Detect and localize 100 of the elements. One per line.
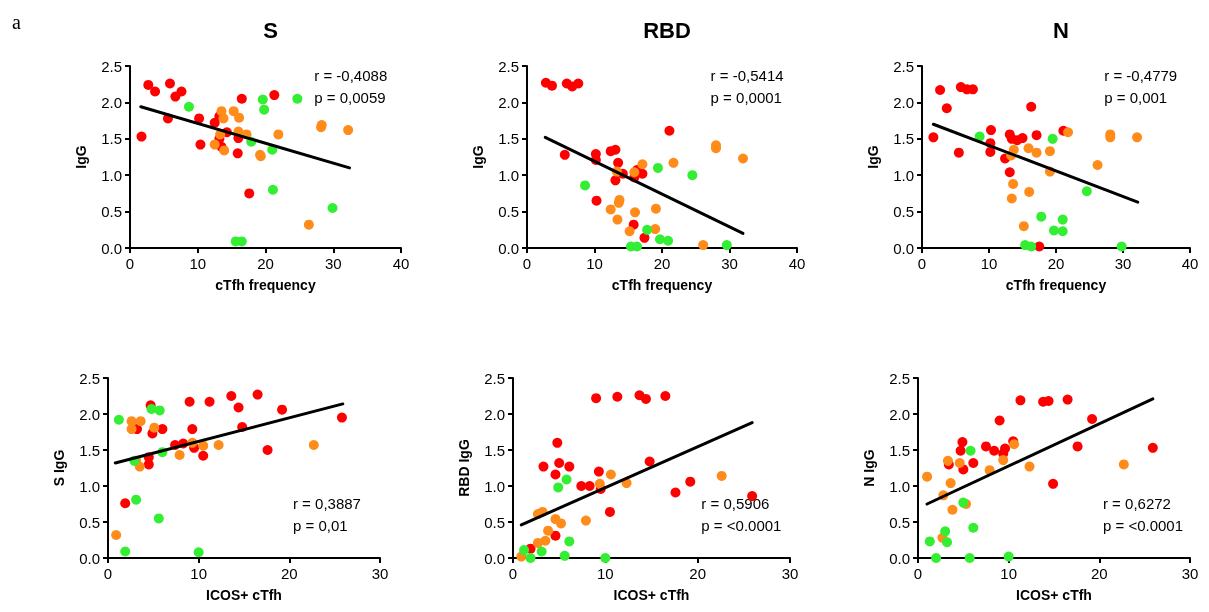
point xyxy=(126,424,137,435)
point xyxy=(262,445,273,455)
point xyxy=(113,414,124,425)
point xyxy=(698,240,709,251)
point xyxy=(174,450,185,461)
point xyxy=(1024,461,1035,472)
y-tick-label: 1.5 xyxy=(484,441,505,459)
x-tick-label: 10 xyxy=(586,255,603,272)
x-tick-label: 20 xyxy=(280,565,298,582)
y-tick-label: 0.0 xyxy=(889,549,910,567)
point xyxy=(550,530,561,541)
point xyxy=(136,131,147,142)
point xyxy=(538,461,549,472)
point xyxy=(610,144,621,155)
point xyxy=(198,450,209,461)
point xyxy=(244,188,255,199)
point xyxy=(1026,241,1037,252)
point xyxy=(252,389,263,400)
x-tick-label: 10 xyxy=(980,255,998,272)
point xyxy=(232,148,243,159)
point xyxy=(1047,133,1058,144)
y-tick-label: 1.0 xyxy=(498,166,519,184)
x-tick-label: 20 xyxy=(257,255,274,272)
point xyxy=(1057,214,1068,225)
point xyxy=(559,149,570,160)
point xyxy=(183,101,194,112)
y-tick-label: 2.0 xyxy=(498,93,519,111)
point xyxy=(573,78,584,89)
point xyxy=(584,481,595,491)
y-tick-label: 2.0 xyxy=(101,93,122,111)
point xyxy=(184,396,195,407)
point xyxy=(716,470,727,481)
y-tick-label: 1.0 xyxy=(101,166,122,184)
x-tick-label: 30 xyxy=(1114,255,1132,272)
point xyxy=(559,550,570,561)
x-tick-label: 10 xyxy=(1000,565,1018,582)
annotation: p = 0,0001 xyxy=(710,89,782,106)
point xyxy=(637,159,648,170)
point xyxy=(292,93,303,104)
point xyxy=(1003,551,1014,562)
point xyxy=(1024,186,1035,197)
point xyxy=(554,457,565,468)
annotation: r = -0,4088 xyxy=(314,67,388,84)
point xyxy=(994,415,1005,426)
point xyxy=(642,224,653,235)
x-tick-label: 20 xyxy=(689,565,707,582)
x-tick-label: 20 xyxy=(1090,565,1108,582)
point xyxy=(149,422,160,433)
point xyxy=(986,125,997,136)
y-tick-label: 2.5 xyxy=(498,57,519,75)
point xyxy=(1031,147,1042,158)
point xyxy=(605,204,616,215)
point xyxy=(131,494,142,505)
point xyxy=(1057,226,1068,237)
point xyxy=(591,195,602,206)
y-axis-title: IgG xyxy=(470,145,486,169)
point xyxy=(685,476,696,487)
point xyxy=(546,80,557,91)
y-tick-label: 0.0 xyxy=(101,239,122,257)
point xyxy=(120,546,131,557)
point xyxy=(218,113,229,124)
point xyxy=(532,537,543,548)
point xyxy=(193,547,204,558)
y-tick-label: 0.0 xyxy=(893,239,914,257)
point xyxy=(259,104,270,115)
point xyxy=(954,457,965,468)
y-tick-label: 2.5 xyxy=(889,369,910,387)
point xyxy=(942,537,953,548)
y-tick-label: 0.0 xyxy=(79,549,100,567)
point xyxy=(965,445,976,456)
point xyxy=(226,391,237,401)
point xyxy=(550,469,561,480)
y-tick-label: 0.5 xyxy=(889,513,910,531)
point xyxy=(1087,414,1098,425)
annotation: p = <0.0001 xyxy=(1102,517,1184,534)
y-tick-label: 2.0 xyxy=(484,405,505,423)
point xyxy=(150,86,161,97)
point xyxy=(1023,143,1034,154)
y-tick-label: 2.5 xyxy=(101,57,122,75)
y-axis-title: IgG xyxy=(73,145,89,169)
point xyxy=(1049,225,1059,236)
x-axis-title: cTfh frequency xyxy=(1005,277,1107,293)
x-tick-label: 30 xyxy=(371,565,389,582)
point xyxy=(1017,133,1028,144)
y-tick-label: 1.5 xyxy=(498,130,519,148)
point xyxy=(594,478,605,489)
y-tick-label: 1.0 xyxy=(889,477,910,495)
point xyxy=(1015,395,1026,406)
y-tick-label: 2.0 xyxy=(79,405,100,423)
x-tick-label: 20 xyxy=(653,255,671,272)
y-tick-label: 2.5 xyxy=(893,57,914,75)
point xyxy=(632,241,643,252)
point xyxy=(721,240,732,251)
x-tick-label: 10 xyxy=(596,565,614,582)
point xyxy=(111,529,122,540)
x-tick-label: 10 xyxy=(189,255,207,272)
point xyxy=(644,456,655,467)
y-tick-label: 1.0 xyxy=(79,477,100,495)
point xyxy=(1062,394,1073,405)
point xyxy=(213,439,224,450)
